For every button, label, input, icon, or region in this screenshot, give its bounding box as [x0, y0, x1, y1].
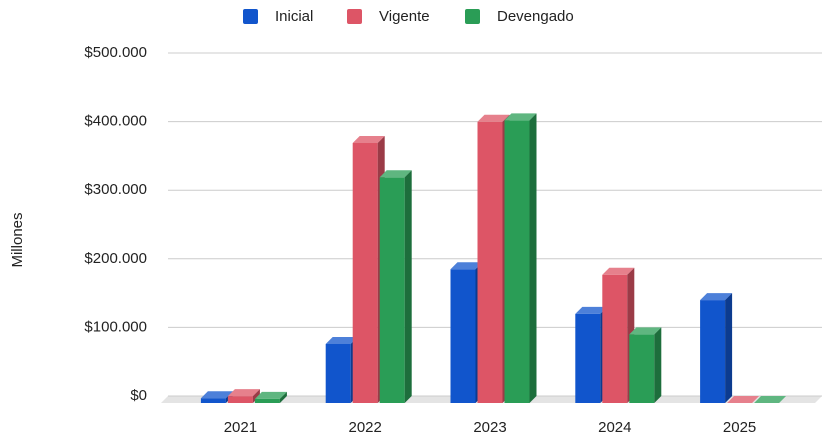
bar-top [700, 293, 733, 301]
y-axis-title: Millones [9, 212, 26, 267]
x-tick-label: 2023 [473, 419, 506, 436]
legend-swatch [347, 9, 362, 24]
y-tick-label: $500.000 [84, 44, 147, 61]
bar-top [727, 396, 760, 403]
y-tick-label: $200.000 [84, 250, 147, 267]
legend-item: Devengado [465, 8, 574, 25]
bar [477, 114, 510, 404]
y-tick-label: $300.000 [84, 181, 147, 198]
bar-front [227, 396, 253, 403]
bar [727, 396, 760, 403]
bar-top [352, 136, 385, 144]
bar-top [450, 262, 483, 270]
bar-top [325, 337, 358, 345]
bar-side [252, 389, 260, 403]
bar-top [254, 391, 287, 399]
x-tick-label: 2021 [224, 419, 257, 436]
bar [504, 113, 537, 404]
legend-label: Devengado [497, 8, 574, 25]
bar-front [700, 300, 726, 403]
bar-front [450, 269, 476, 403]
bar-front [504, 120, 530, 404]
bar-front [254, 398, 280, 403]
x-tick-label: 2022 [349, 419, 382, 436]
bar-top [379, 170, 412, 178]
bar-front [352, 143, 378, 404]
bar [575, 306, 608, 403]
bar [700, 293, 733, 403]
bar-front [602, 274, 628, 403]
bar-side [404, 170, 412, 403]
x-tick-label: 2025 [723, 419, 756, 436]
bar [254, 391, 287, 403]
bar [629, 327, 662, 403]
bar [754, 396, 787, 403]
legend-swatch [465, 9, 480, 24]
bar-top [227, 389, 260, 397]
bar-top [504, 113, 537, 121]
bar [227, 389, 260, 403]
bar-front [575, 313, 601, 403]
bar-top [754, 396, 787, 403]
bar-side [279, 391, 287, 403]
y-tick-label: $100.000 [84, 318, 147, 335]
bar-front [477, 121, 503, 404]
y-tick-label: $0 [130, 387, 147, 404]
bar-side [725, 293, 733, 403]
legend-label: Inicial [275, 8, 313, 25]
x-tick-label: 2024 [598, 419, 631, 436]
bar-top [477, 114, 510, 122]
bar-top [200, 391, 233, 399]
bar [352, 136, 385, 404]
y-tick-label: $400.000 [84, 113, 147, 130]
bar-front [200, 398, 226, 403]
bar-front [379, 177, 405, 403]
bar-top [629, 327, 662, 335]
bar-top [602, 267, 635, 275]
bar-front [325, 344, 351, 403]
bar-side [529, 113, 537, 404]
bar-front [629, 334, 655, 403]
legend-swatch [243, 9, 258, 24]
legend-item: Vigente [347, 8, 430, 25]
bar-top [575, 306, 608, 314]
legend-label: Vigente [379, 8, 430, 25]
legend-item: Inicial [243, 8, 313, 25]
bar-side [654, 327, 662, 403]
bar [379, 170, 412, 403]
